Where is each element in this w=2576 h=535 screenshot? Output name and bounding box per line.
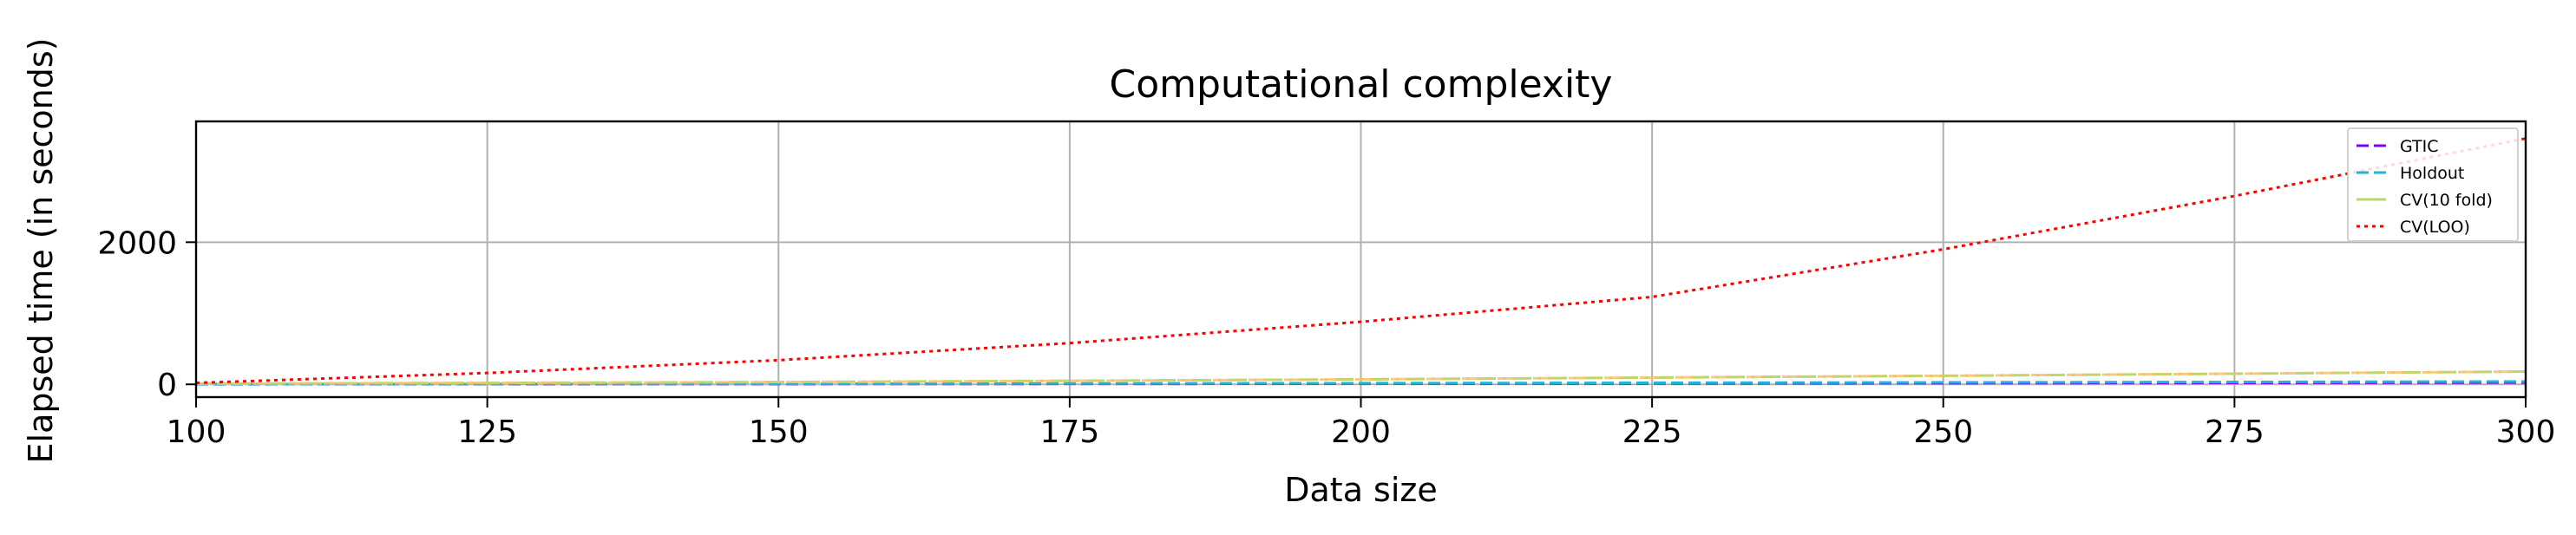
- x-tick-label: 175: [1040, 414, 1100, 450]
- chart-title: Computational complexity: [1110, 62, 1613, 107]
- legend: GTIC Holdout CV(10 fold) CV(LOO): [2347, 127, 2519, 242]
- x-tick-label: 200: [1331, 414, 1391, 450]
- x-tick-label: 150: [749, 414, 809, 450]
- legend-label: CV(10 fold): [2400, 191, 2493, 210]
- y-tick-label: 0: [157, 368, 177, 403]
- y-tick-label: 2000: [97, 225, 177, 261]
- x-tick-label: 100: [167, 414, 226, 450]
- legend-box: [2347, 127, 2519, 242]
- ticks: 100 125 150 175 200 225 250 275 300 0 2000: [97, 225, 2555, 450]
- series-group: [195, 137, 2527, 386]
- legend-label: Holdout: [2400, 164, 2464, 183]
- y-axis-label: Elapsed time (in seconds): [22, 38, 60, 464]
- series-line-4: [195, 137, 2527, 385]
- x-tick-label: 300: [2496, 414, 2556, 450]
- series-line-3-accent: [195, 369, 2527, 385]
- x-tick-label: 275: [2205, 414, 2265, 450]
- x-tick-label: 225: [1622, 414, 1682, 450]
- x-tick-label: 125: [457, 414, 517, 450]
- legend-label: GTIC: [2400, 137, 2439, 156]
- legend-label: CV(LOO): [2400, 218, 2470, 237]
- x-axis-label: Data size: [1284, 471, 1438, 509]
- x-tick-label: 250: [1913, 414, 1973, 450]
